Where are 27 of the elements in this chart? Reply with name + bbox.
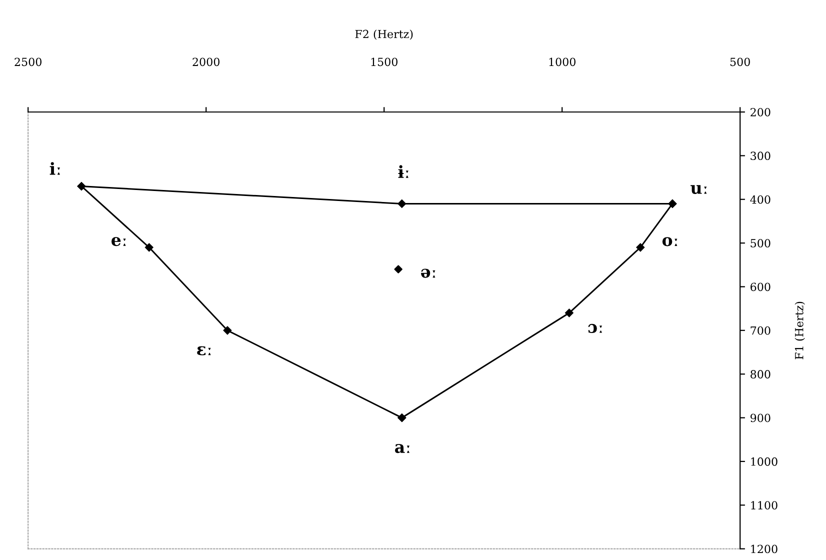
annotation: iː bbox=[50, 162, 60, 175]
y-tick-label: 1100 bbox=[751, 501, 778, 510]
x-axis-title: F2 (Hertz) bbox=[355, 30, 413, 40]
x-tick-label: 1000 bbox=[549, 58, 576, 66]
annotation: oː bbox=[662, 237, 678, 246]
y-tick-label: 200 bbox=[750, 108, 770, 116]
y-tick-label: 400 bbox=[750, 195, 770, 204]
annotation: ɨː bbox=[398, 165, 408, 178]
y-tick-label: 600 bbox=[750, 282, 770, 292]
x-tick-label: 2000 bbox=[192, 58, 220, 66]
y-tick-label: 500 bbox=[750, 239, 770, 248]
y-tick-label: 700 bbox=[750, 326, 770, 335]
annotation: ɛː bbox=[197, 346, 211, 356]
y-tick-label: 900 bbox=[750, 414, 770, 422]
annotation: eː bbox=[112, 236, 126, 246]
x-tick-label: 2500 bbox=[14, 58, 42, 66]
annotation: aː bbox=[395, 444, 410, 454]
annotation: uː bbox=[690, 185, 707, 194]
annotation: əː bbox=[420, 268, 436, 278]
y-tick-label: 800 bbox=[750, 370, 770, 378]
y-tick-label: 1200 bbox=[751, 544, 778, 554]
y-axis-title: F1 (Hertz) bbox=[794, 302, 805, 360]
annotation: ɔː bbox=[588, 324, 602, 334]
y-tick-label: 300 bbox=[750, 152, 770, 160]
x-tick-label: 1500 bbox=[371, 58, 398, 66]
y-tick-label: 1000 bbox=[751, 457, 778, 466]
x-tick-label: 500 bbox=[730, 58, 750, 66]
